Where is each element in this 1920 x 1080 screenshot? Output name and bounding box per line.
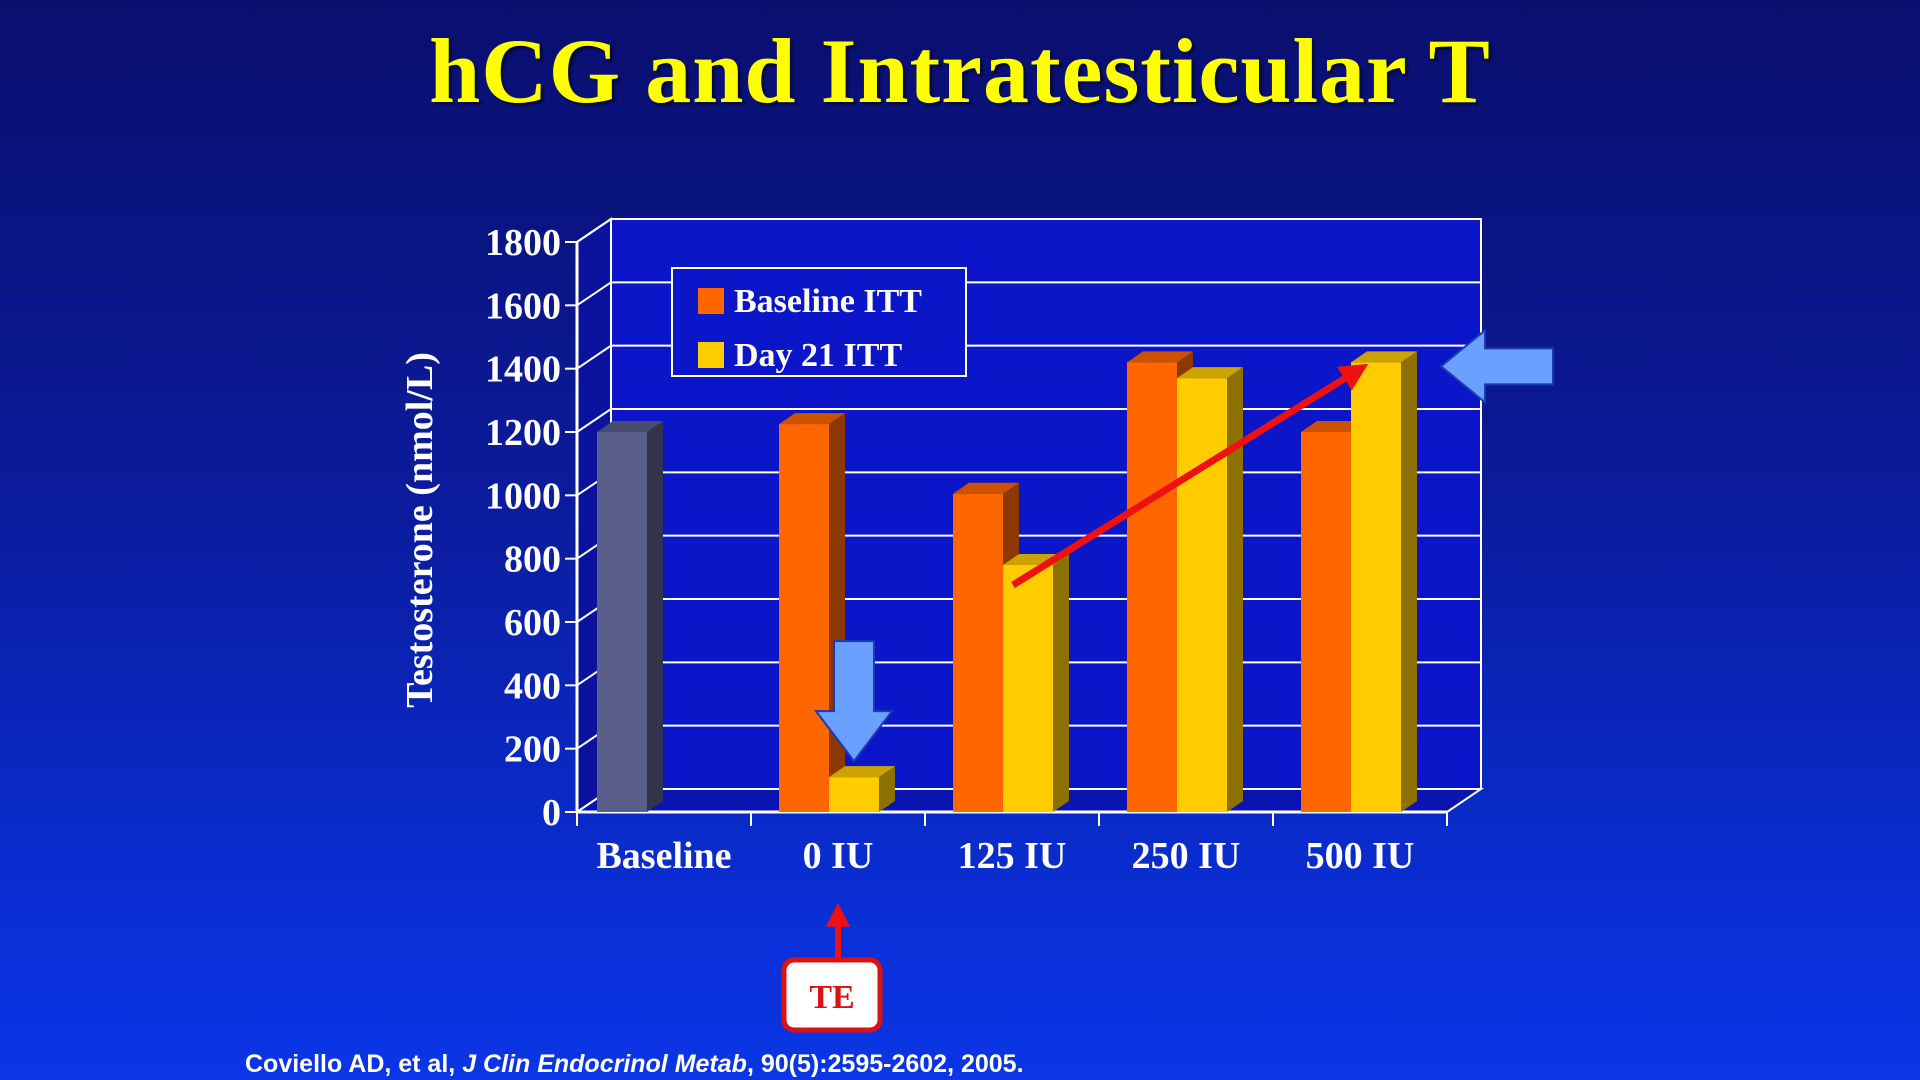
- bar-baseline-front: [597, 432, 647, 812]
- citation: Coviello AD, et al, J Clin Endocrinol Me…: [245, 1050, 1024, 1079]
- bar-day21-itt: [829, 766, 895, 812]
- bar-day21-itt-front: [1177, 378, 1227, 812]
- bar-baseline-itt-front: [1301, 432, 1351, 812]
- gridline: [576, 218, 1481, 243]
- bar-day21-itt-front: [829, 777, 879, 812]
- bar-day21-itt-front: [1003, 565, 1053, 812]
- bar-day21-itt-front: [1351, 362, 1401, 812]
- y-tick-label: 0: [542, 792, 561, 834]
- bar-day21-itt-side: [879, 766, 895, 812]
- bar-day21-itt: [1003, 554, 1069, 812]
- x-tick-label: 125 IU: [958, 835, 1067, 877]
- legend-label: Day 21 ITT: [734, 337, 902, 374]
- x-tick-label: Baseline: [596, 835, 731, 877]
- bar-baseline-side: [647, 421, 663, 812]
- slide-title: hCG and Intratesticular T: [429, 20, 1491, 122]
- bar-baseline-itt-top: [1301, 421, 1367, 432]
- bar-baseline-itt: [779, 413, 845, 812]
- y-tick-label: 1800: [485, 222, 561, 264]
- citation-details: , 90(5):2595-2602, 2005.: [746, 1050, 1024, 1078]
- legend-swatch: [698, 342, 724, 368]
- te-label: TE: [809, 979, 854, 1016]
- gridline: [576, 344, 1481, 370]
- citation-authors: Coviello AD, et al,: [245, 1050, 463, 1078]
- bar-day21-itt-top: [1351, 351, 1417, 363]
- chart-legend: Baseline ITT Day 21 ITT: [671, 267, 967, 377]
- bar-day21-itt-side: [1227, 367, 1243, 812]
- bar-day21-itt-top: [829, 766, 895, 778]
- gridline: [576, 281, 1481, 307]
- bar-day21-itt-side: [1401, 351, 1417, 812]
- bar-day21-itt: [1177, 367, 1243, 812]
- bar-baseline-itt-top: [779, 413, 845, 425]
- x-tick-label: 250 IU: [1132, 835, 1241, 877]
- trend-arrow: [1011, 363, 1369, 588]
- bar-day21-itt-top: [1177, 367, 1243, 379]
- bar-baseline-itt-front: [779, 424, 829, 812]
- bar-baseline: [597, 421, 663, 812]
- bar-baseline-itt-side: [829, 413, 845, 812]
- legend-label: Baseline ITT: [734, 283, 922, 320]
- down-arrow-icon: [813, 640, 895, 763]
- bar-baseline-itt-front: [953, 493, 1003, 812]
- x-tick-label: 500 IU: [1306, 835, 1415, 877]
- legend-swatch: [698, 288, 724, 314]
- y-tick-label: 1600: [485, 285, 561, 327]
- left-arrow-icon: [1439, 328, 1554, 405]
- citation-journal: J Clin Endocrinol Metab: [462, 1050, 747, 1078]
- y-tick-label: 600: [504, 602, 561, 644]
- y-tick-label: 1200: [485, 412, 561, 454]
- bar-baseline-itt-front: [1127, 362, 1177, 812]
- bar-day21-itt: [1351, 351, 1417, 812]
- y-tick-label: 200: [504, 729, 561, 771]
- te-box: [781, 957, 883, 1033]
- x-tick-label: 0 IU: [803, 835, 874, 877]
- bar-baseline-itt-top: [953, 482, 1019, 494]
- bar-baseline-itt-top: [1127, 351, 1193, 363]
- y-tick-label: 1400: [485, 349, 561, 391]
- y-tick-label: 400: [504, 665, 561, 707]
- y-axis-title: Testosterone (nmol/L): [399, 352, 441, 708]
- te-marker: TE: [781, 902, 883, 1033]
- annotations: [813, 328, 1554, 763]
- bar-baseline-top: [597, 421, 663, 432]
- bar-day21-itt-side: [1053, 554, 1069, 812]
- y-tick-label: 800: [504, 539, 561, 581]
- y-tick-label: 1000: [485, 475, 561, 517]
